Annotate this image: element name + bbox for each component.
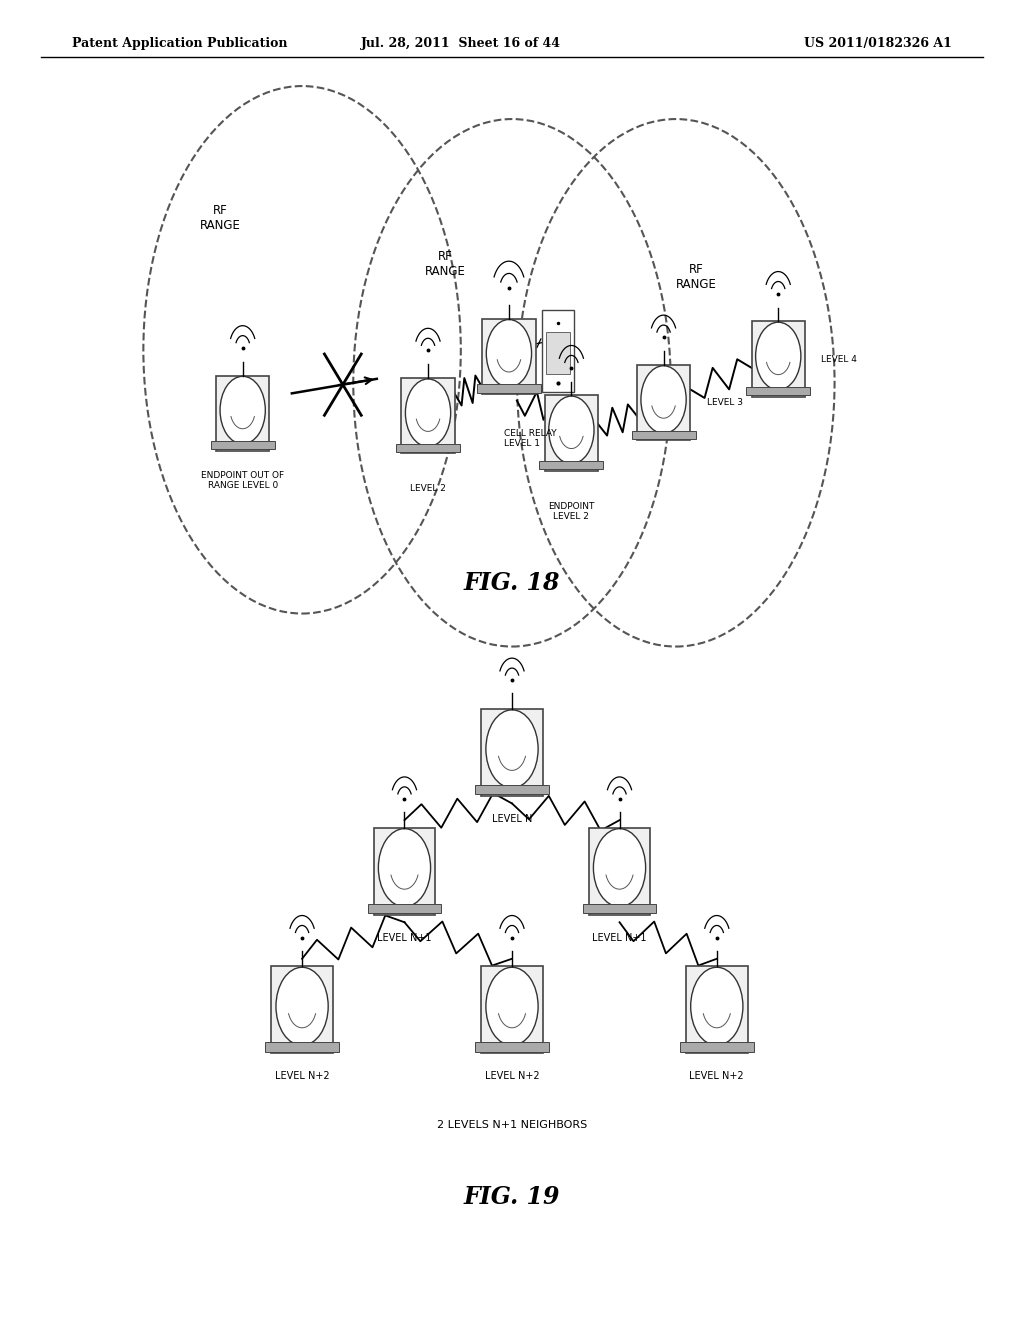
Ellipse shape: [379, 829, 431, 907]
Bar: [632, 430, 695, 438]
Text: RF
RANGE: RF RANGE: [200, 203, 241, 232]
Text: RF
RANGE: RF RANGE: [425, 249, 466, 279]
Bar: [396, 444, 460, 451]
Bar: [540, 461, 603, 469]
Text: Patent Application Publication: Patent Application Publication: [72, 37, 287, 50]
Ellipse shape: [485, 968, 539, 1045]
Text: LEVEL N+2: LEVEL N+2: [484, 1072, 540, 1081]
FancyBboxPatch shape: [481, 709, 543, 796]
Text: LEVEL 3: LEVEL 3: [707, 399, 742, 407]
Bar: [211, 441, 274, 449]
FancyBboxPatch shape: [401, 379, 455, 453]
Ellipse shape: [486, 319, 531, 387]
FancyBboxPatch shape: [637, 366, 690, 440]
Bar: [475, 1043, 549, 1052]
Bar: [746, 387, 810, 395]
Text: Jul. 28, 2011  Sheet 16 of 44: Jul. 28, 2011 Sheet 16 of 44: [360, 37, 561, 50]
FancyBboxPatch shape: [589, 828, 650, 915]
Text: ENDPOINT
LEVEL 2: ENDPOINT LEVEL 2: [548, 502, 595, 521]
Text: LEVEL N: LEVEL N: [492, 814, 532, 824]
Ellipse shape: [406, 379, 451, 446]
FancyBboxPatch shape: [546, 333, 570, 374]
FancyBboxPatch shape: [545, 396, 598, 470]
FancyBboxPatch shape: [543, 310, 573, 392]
Bar: [583, 904, 656, 913]
Text: US 2011/0182326 A1: US 2011/0182326 A1: [805, 37, 952, 50]
Bar: [475, 785, 549, 795]
Text: LEVEL N+2: LEVEL N+2: [689, 1072, 744, 1081]
Bar: [265, 1043, 339, 1052]
Ellipse shape: [485, 710, 539, 788]
Text: LEVEL 4: LEVEL 4: [821, 355, 857, 363]
Text: ENDPOINT OUT OF
RANGE LEVEL 0: ENDPOINT OUT OF RANGE LEVEL 0: [201, 471, 285, 490]
Text: LEVEL N+2: LEVEL N+2: [274, 1072, 330, 1081]
FancyBboxPatch shape: [271, 966, 333, 1053]
FancyBboxPatch shape: [686, 966, 748, 1053]
FancyBboxPatch shape: [482, 319, 536, 393]
Text: FIG. 19: FIG. 19: [464, 1185, 560, 1209]
Bar: [680, 1043, 754, 1052]
Ellipse shape: [275, 968, 328, 1045]
Text: LEVEL 2: LEVEL 2: [410, 484, 446, 494]
Text: LEVEL N+1: LEVEL N+1: [592, 933, 647, 942]
Text: 2 LEVELS N+1 NEIGHBORS: 2 LEVELS N+1 NEIGHBORS: [437, 1119, 587, 1130]
Bar: [368, 904, 441, 913]
Text: FIG. 18: FIG. 18: [464, 572, 560, 595]
Text: CELL RELAY
LEVEL 1: CELL RELAY LEVEL 1: [504, 429, 556, 449]
Text: LEVEL N+1: LEVEL N+1: [377, 933, 432, 942]
Ellipse shape: [690, 968, 742, 1045]
Ellipse shape: [641, 366, 686, 433]
Ellipse shape: [594, 829, 645, 907]
FancyBboxPatch shape: [374, 828, 435, 915]
FancyBboxPatch shape: [481, 966, 543, 1053]
FancyBboxPatch shape: [752, 322, 805, 396]
Ellipse shape: [756, 322, 801, 389]
Bar: [477, 384, 541, 392]
Ellipse shape: [549, 396, 594, 463]
Text: RF
RANGE: RF RANGE: [676, 263, 717, 292]
Ellipse shape: [220, 376, 265, 444]
FancyBboxPatch shape: [216, 376, 269, 450]
